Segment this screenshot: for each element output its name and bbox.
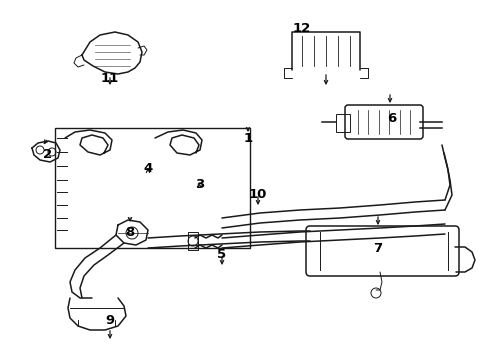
Text: 4: 4 <box>144 162 152 175</box>
Text: 2: 2 <box>44 148 52 162</box>
Text: 1: 1 <box>244 131 252 144</box>
Text: 11: 11 <box>101 72 119 85</box>
Text: 12: 12 <box>293 22 311 35</box>
Text: 7: 7 <box>373 242 383 255</box>
Text: 9: 9 <box>105 314 115 327</box>
Bar <box>55 128 250 248</box>
Bar <box>188 232 198 250</box>
Text: 3: 3 <box>196 179 205 192</box>
Text: 8: 8 <box>125 225 135 238</box>
Text: 10: 10 <box>249 189 267 202</box>
Text: 5: 5 <box>218 248 226 261</box>
Bar <box>336 114 350 132</box>
Text: 6: 6 <box>388 112 396 125</box>
